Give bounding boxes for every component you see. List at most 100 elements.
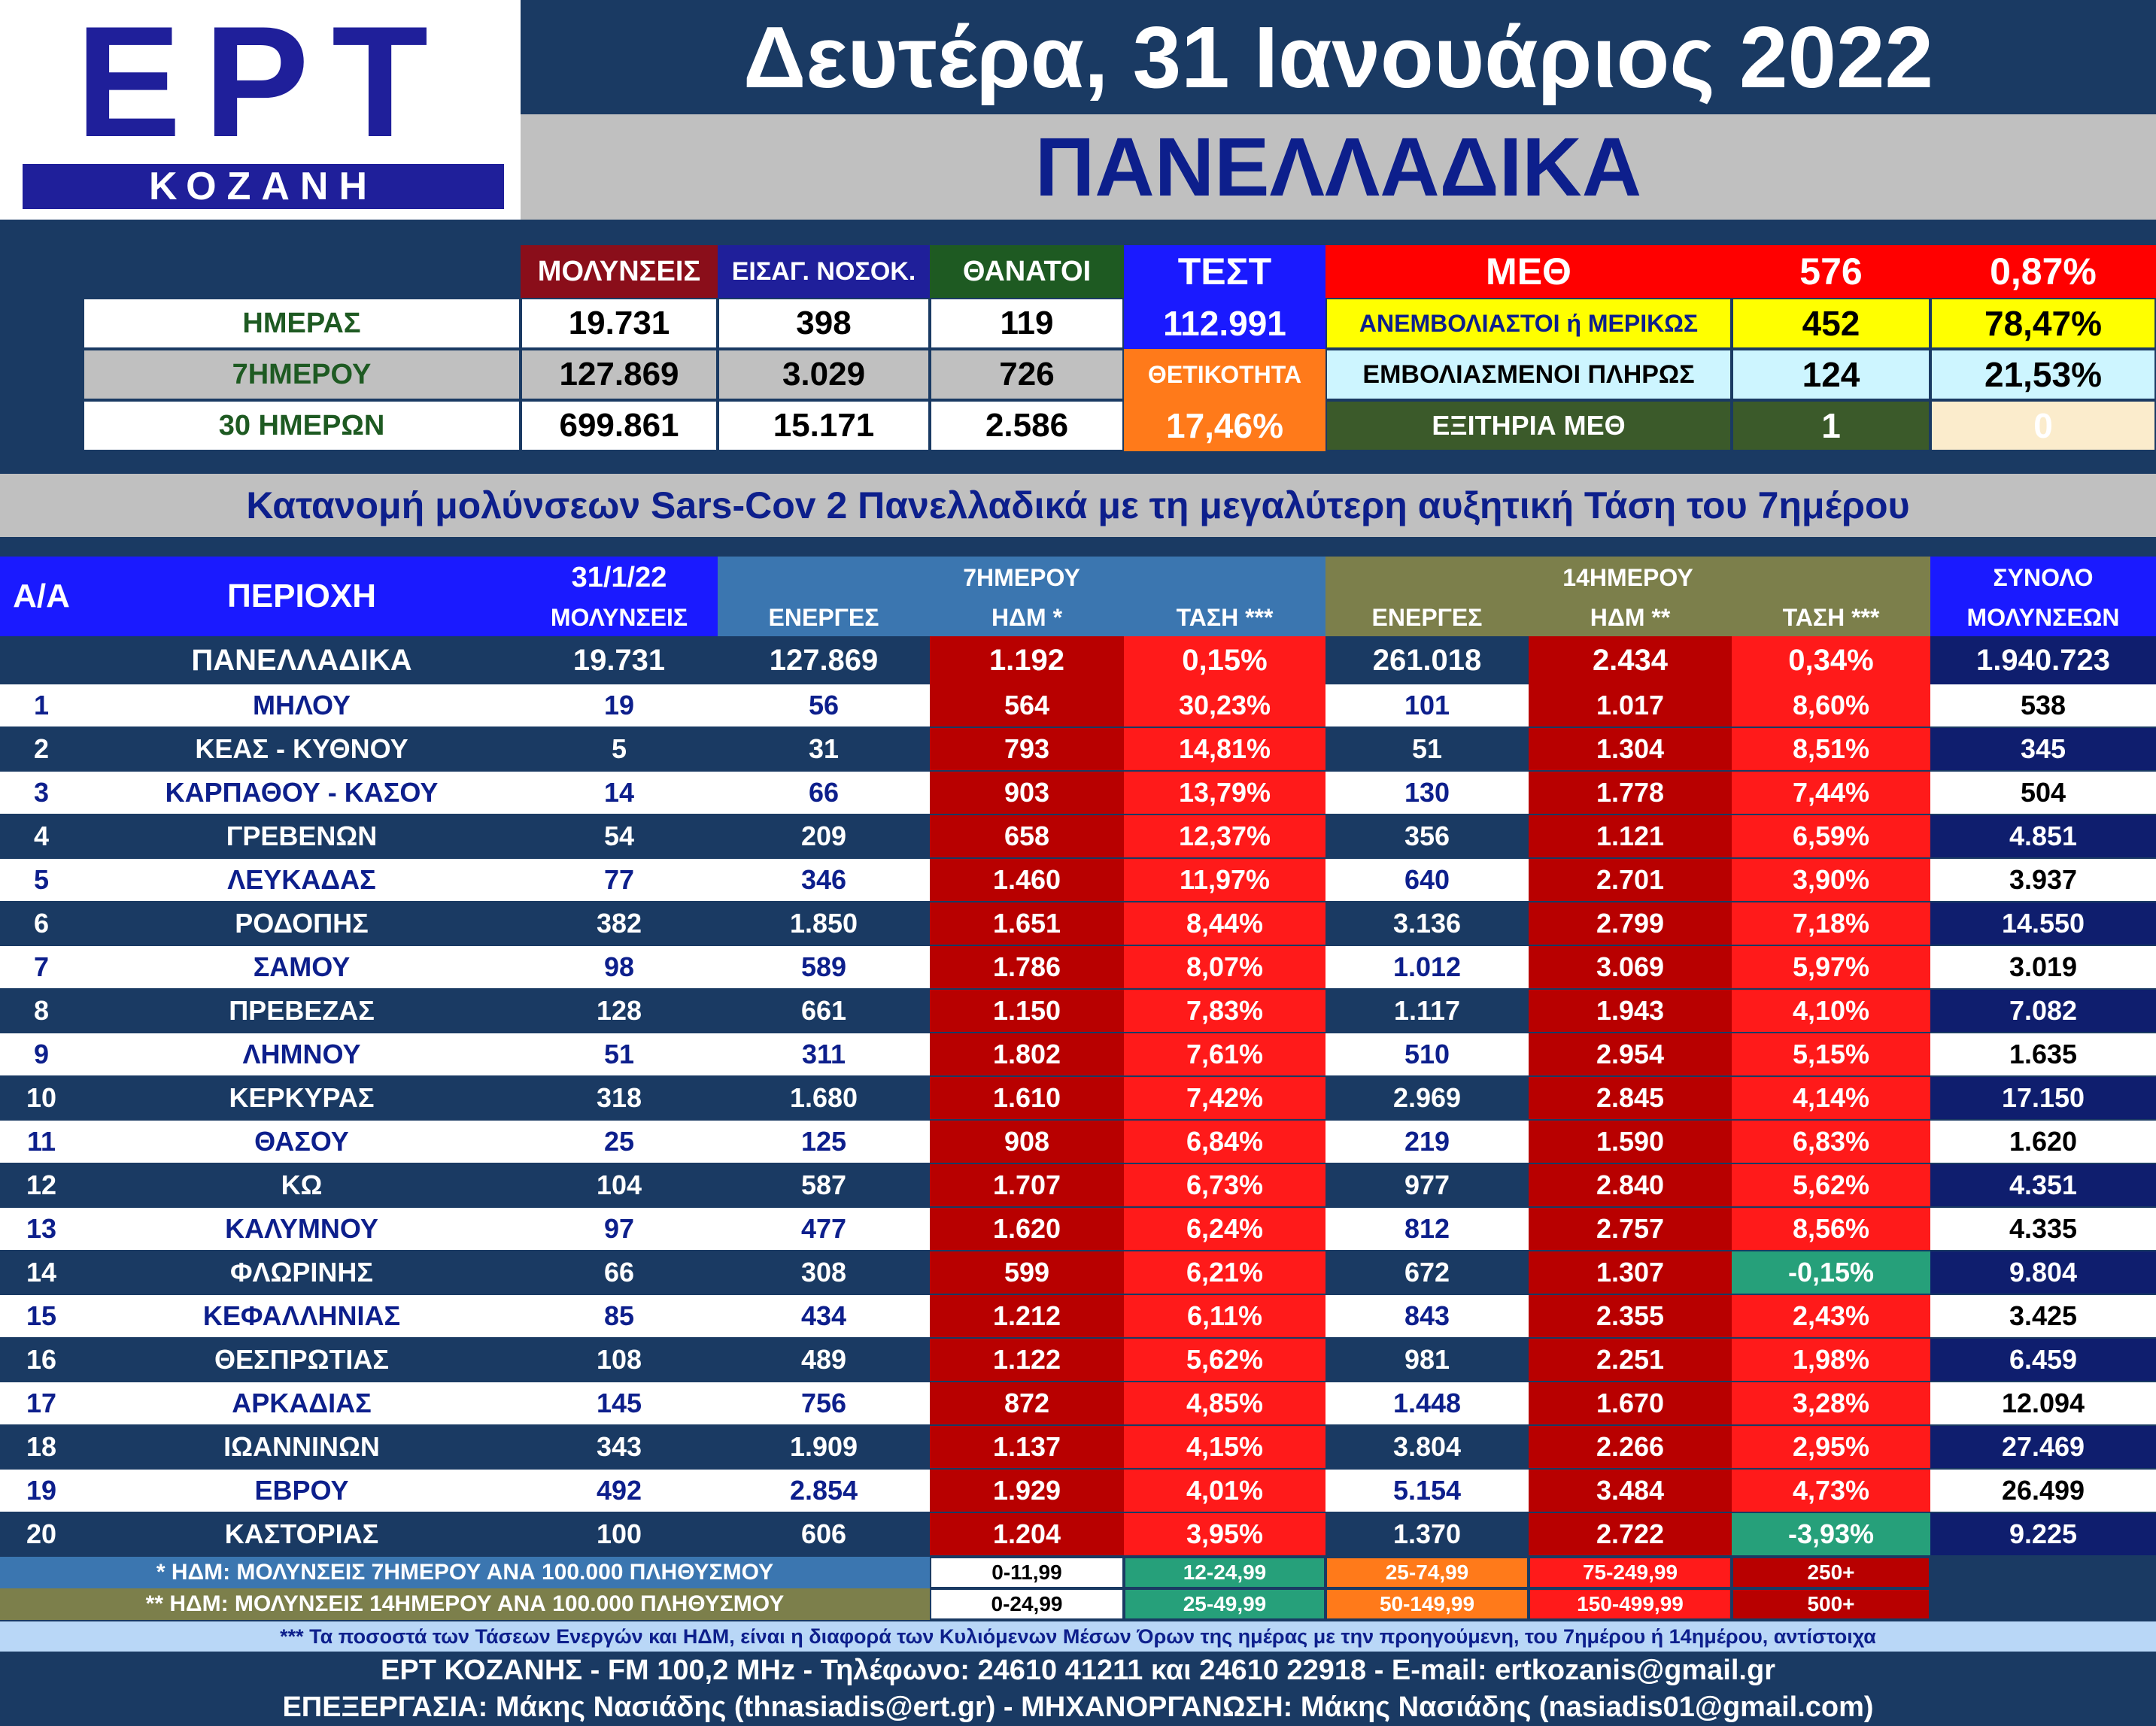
cell-total: 538	[1930, 684, 2156, 728]
col-header-total: ΣΥΝΟΛΟ	[1930, 557, 2156, 599]
cell-today: 145	[521, 1382, 718, 1426]
cell-region: ΚΑΣΤΟΡΙΑΣ	[83, 1513, 521, 1557]
icu-total: 576	[1732, 245, 1930, 298]
summary-positivity-value: 17,46%	[1124, 400, 1325, 451]
cell-trend14: -3,93%	[1732, 1513, 1930, 1557]
cell-region: ΛΗΜΝΟΥ	[83, 1033, 521, 1077]
cell-aa: 12	[0, 1164, 83, 1208]
summary-7day-infections: 127.869	[521, 349, 718, 400]
cell-hdm7: 1.786	[930, 946, 1124, 990]
cell-total: 4.351	[1930, 1164, 2156, 1208]
cell-trend14: -0,15%	[1732, 1251, 1930, 1295]
cell-aa: 2	[0, 728, 83, 772]
cell-today: 66	[521, 1251, 718, 1295]
cell-total: 12.094	[1930, 1382, 2156, 1426]
cell-aa: 17	[0, 1382, 83, 1426]
cell-hdm7: 1.610	[930, 1077, 1124, 1121]
cell-region: ΦΛΩΡΙΝΗΣ	[83, 1251, 521, 1295]
cell-hdm14: 1.307	[1529, 1251, 1732, 1295]
cell-active14: 1.012	[1325, 946, 1529, 990]
cell-region: ΙΩΑΝΝΙΝΩΝ	[83, 1426, 521, 1470]
cell-active14: 977	[1325, 1164, 1529, 1208]
col-header-hdm14: ΗΔΜ **	[1529, 599, 1732, 636]
national-hdm14: 2.434	[1529, 636, 1732, 684]
col-header-aa: Α/Α	[0, 557, 83, 636]
cell-region: ΚΑΛΥΜΝΟΥ	[83, 1208, 521, 1251]
report-subtitle: ΠΑΝΕΛΛΑΔΙΚΑ	[521, 114, 2156, 220]
cell-trend14: 4,73%	[1732, 1470, 1930, 1513]
cell-active7: 477	[718, 1208, 930, 1251]
summary-day-admissions: 398	[718, 298, 930, 349]
col-header-hdm7: ΗΔΜ *	[930, 599, 1124, 636]
cell-trend7: 4,85%	[1124, 1382, 1325, 1426]
cell-hdm14: 2.266	[1529, 1426, 1732, 1470]
cell-trend14: 5,15%	[1732, 1033, 1930, 1077]
cell-active7: 308	[718, 1251, 930, 1295]
footer-credits: ΕΠΕΞΕΡΓΑΣΙΑ: Μάκης Νασιάδης (thnasiadis@…	[0, 1689, 2156, 1726]
cell-hdm14: 1.304	[1529, 728, 1732, 772]
col-header-infections: ΜΟΛΥΝΣΕΙΣ	[521, 599, 718, 636]
cell-active7: 661	[718, 990, 930, 1033]
summary-30day-infections: 699.861	[521, 400, 718, 451]
cell-hdm14: 3.069	[1529, 946, 1732, 990]
cell-hdm7: 1.204	[930, 1513, 1124, 1557]
cell-today: 98	[521, 946, 718, 990]
cell-trend14: 8,51%	[1732, 728, 1930, 772]
cell-hdm7: 1.802	[930, 1033, 1124, 1077]
cell-active7: 2.854	[718, 1470, 930, 1513]
summary-7day-admissions: 3.029	[718, 349, 930, 400]
cell-hdm7: 564	[930, 684, 1124, 728]
cell-region: ΘΑΣΟΥ	[83, 1121, 521, 1164]
cell-aa: 15	[0, 1295, 83, 1339]
col-group-14day: 14ΗΜΕΡΟΥ	[1325, 557, 1930, 599]
cell-today: 19	[521, 684, 718, 728]
legend-range-ranges14-0: 0-24,99	[930, 1588, 1124, 1620]
cell-trend7: 8,44%	[1124, 902, 1325, 946]
cell-trend7: 14,81%	[1124, 728, 1325, 772]
summary-positivity-label: ΘΕΤΙΚΟΤΗΤΑ	[1124, 349, 1325, 400]
national-trend7: 0,15%	[1124, 636, 1325, 684]
cell-hdm14: 2.355	[1529, 1295, 1732, 1339]
cell-trend14: 8,56%	[1732, 1208, 1930, 1251]
cell-aa: 4	[0, 815, 83, 859]
cell-hdm7: 908	[930, 1121, 1124, 1164]
cell-aa: 16	[0, 1339, 83, 1382]
cell-hdm7: 1.707	[930, 1164, 1124, 1208]
national-aa	[0, 636, 83, 684]
cell-total: 345	[1930, 728, 2156, 772]
cell-today: 492	[521, 1470, 718, 1513]
footer-note: *** Τα ποσοστά των Τάσεων Ενεργών και ΗΔ…	[0, 1621, 2156, 1652]
cell-aa: 3	[0, 772, 83, 815]
cell-region: ΚΕΡΚΥΡΑΣ	[83, 1077, 521, 1121]
cell-trend7: 4,01%	[1124, 1470, 1325, 1513]
icu-unvaccinated-pct: 78,47%	[1930, 298, 2156, 349]
cell-today: 343	[521, 1426, 718, 1470]
cell-aa: 13	[0, 1208, 83, 1251]
summary-tests-value: 112.991	[1124, 298, 1325, 349]
cell-aa: 6	[0, 902, 83, 946]
cell-active14: 1.117	[1325, 990, 1529, 1033]
cell-hdm14: 1.778	[1529, 772, 1732, 815]
cell-active7: 1.909	[718, 1426, 930, 1470]
cell-today: 25	[521, 1121, 718, 1164]
cell-aa: 1	[0, 684, 83, 728]
cell-active7: 66	[718, 772, 930, 815]
cell-today: 54	[521, 815, 718, 859]
section-title: Κατανομή μολύνσεων Sars-Cov 2 Πανελλαδικ…	[0, 474, 2156, 537]
icu-discharged-count: 1	[1732, 400, 1930, 451]
cell-today: 77	[521, 859, 718, 902]
cell-active14: 3.136	[1325, 902, 1529, 946]
cell-hdm7: 903	[930, 772, 1124, 815]
cell-total: 4.335	[1930, 1208, 2156, 1251]
summary-30day-admissions: 15.171	[718, 400, 930, 451]
cell-trend7: 6,21%	[1124, 1251, 1325, 1295]
cell-trend14: 2,95%	[1732, 1426, 1930, 1470]
cell-aa: 18	[0, 1426, 83, 1470]
cell-trend14: 1,98%	[1732, 1339, 1930, 1382]
cell-hdm7: 872	[930, 1382, 1124, 1426]
cell-total: 3.425	[1930, 1295, 2156, 1339]
cell-trend14: 4,10%	[1732, 990, 1930, 1033]
cell-hdm7: 793	[930, 728, 1124, 772]
col-header-active14: ΕΝΕΡΓΕΣ	[1325, 599, 1529, 636]
cell-trend14: 5,97%	[1732, 946, 1930, 990]
